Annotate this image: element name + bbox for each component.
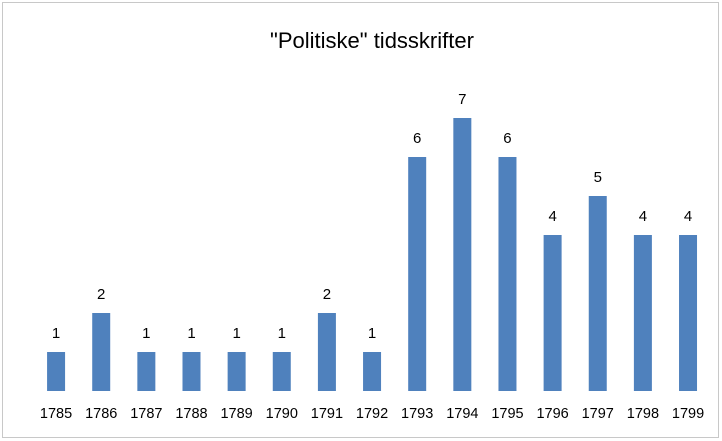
bar [272, 352, 291, 391]
x-tick-label: 1787 [130, 406, 162, 422]
bar [453, 118, 472, 391]
data-label: 1 [368, 325, 376, 342]
data-label: 7 [458, 91, 466, 108]
x-tick-label: 1799 [672, 406, 704, 422]
data-label: 4 [639, 208, 647, 225]
data-label: 1 [52, 325, 60, 342]
data-label: 1 [142, 325, 150, 342]
data-label: 6 [503, 130, 511, 147]
x-tick-label: 1798 [627, 406, 659, 422]
bar [679, 235, 698, 391]
x-tick-label: 1788 [175, 406, 207, 422]
data-label: 2 [97, 286, 105, 303]
chart-title: "Politiske" tidsskrifter [270, 28, 474, 53]
bar [498, 157, 517, 391]
bar [633, 235, 652, 391]
x-tick-label: 1793 [401, 406, 433, 422]
data-label: 1 [232, 325, 240, 342]
x-tick-label: 1791 [311, 406, 343, 422]
x-tick-label: 1790 [266, 406, 298, 422]
x-tick-label: 1797 [582, 406, 614, 422]
bar [408, 157, 427, 391]
bar [363, 352, 382, 391]
x-tick-label: 1789 [220, 406, 252, 422]
data-label: 4 [548, 208, 556, 225]
bar [47, 352, 66, 391]
data-label: 4 [684, 208, 692, 225]
bar [317, 313, 336, 391]
bar [543, 235, 562, 391]
x-tick-label: 1785 [40, 406, 72, 422]
x-tick-label: 1792 [356, 406, 388, 422]
data-label: 1 [278, 325, 286, 342]
x-tick-label: 1795 [491, 406, 523, 422]
bar [588, 196, 607, 391]
x-tick-label: 1786 [85, 406, 117, 422]
data-label: 6 [413, 130, 421, 147]
bar [227, 352, 246, 391]
data-label: 1 [187, 325, 195, 342]
bar [182, 352, 201, 391]
bar [92, 313, 111, 391]
bar [137, 352, 156, 391]
data-label: 5 [594, 169, 602, 186]
data-label: 2 [323, 286, 331, 303]
x-tick-label: 1794 [446, 406, 478, 422]
x-tick-label: 1796 [536, 406, 568, 422]
